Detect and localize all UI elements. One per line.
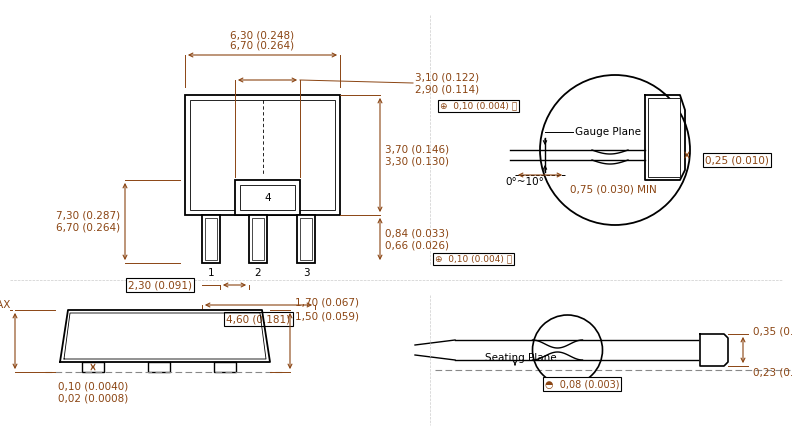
Text: 0,23 (0.009): 0,23 (0.009) xyxy=(753,367,792,377)
Bar xyxy=(205,218,217,260)
Text: 3,70 (0.146): 3,70 (0.146) xyxy=(385,144,449,154)
Text: 3,10 (0.122): 3,10 (0.122) xyxy=(415,72,479,82)
Text: 6,70 (0.264): 6,70 (0.264) xyxy=(230,40,295,50)
Text: 0,02 (0.0008): 0,02 (0.0008) xyxy=(58,393,128,403)
Bar xyxy=(185,95,340,215)
Polygon shape xyxy=(60,310,270,362)
Bar xyxy=(82,362,104,372)
Text: 2,30 (0.091): 2,30 (0.091) xyxy=(128,280,192,290)
Text: 0,66 (0.026): 0,66 (0.026) xyxy=(385,240,449,250)
Text: ⊕  0,10 (0.004) Ⓜ: ⊕ 0,10 (0.004) Ⓜ xyxy=(440,102,517,110)
Text: 6,30 (0.248): 6,30 (0.248) xyxy=(230,30,295,40)
Text: 1,70 (0.067): 1,70 (0.067) xyxy=(295,297,359,307)
Text: 7,30 (0.287): 7,30 (0.287) xyxy=(56,211,120,221)
Text: 6,70 (0.264): 6,70 (0.264) xyxy=(56,222,120,232)
Bar xyxy=(648,98,680,177)
Text: 0,75 (0.030) MIN: 0,75 (0.030) MIN xyxy=(570,184,657,194)
Text: 3,30 (0.130): 3,30 (0.130) xyxy=(385,156,449,166)
Text: 4: 4 xyxy=(265,193,271,202)
Bar xyxy=(252,218,264,260)
Text: Seating Plane: Seating Plane xyxy=(485,353,557,363)
Bar xyxy=(148,362,170,372)
Bar xyxy=(214,362,236,372)
Bar xyxy=(235,180,300,215)
Text: 0°~10°: 0°~10° xyxy=(505,177,544,187)
Text: 2,90 (0.114): 2,90 (0.114) xyxy=(415,85,479,95)
Text: 2: 2 xyxy=(255,268,261,278)
Text: 0,25 (0.010): 0,25 (0.010) xyxy=(705,155,769,165)
Text: Gauge Plane: Gauge Plane xyxy=(575,127,641,137)
Text: 0,10 (0.0040): 0,10 (0.0040) xyxy=(58,381,128,391)
Bar xyxy=(249,215,267,263)
Text: 4,60 (0.181): 4,60 (0.181) xyxy=(227,314,291,324)
Bar xyxy=(240,185,295,210)
Text: 0,84 (0.033): 0,84 (0.033) xyxy=(385,228,449,238)
Bar xyxy=(190,100,335,210)
Text: ⊕  0,10 (0.004) Ⓜ: ⊕ 0,10 (0.004) Ⓜ xyxy=(435,255,512,263)
Text: 0,35 (0.014): 0,35 (0.014) xyxy=(753,326,792,336)
Text: 1: 1 xyxy=(208,268,215,278)
Text: 1,80 (0.071) MAX: 1,80 (0.071) MAX xyxy=(0,299,10,309)
Bar xyxy=(297,215,315,263)
Polygon shape xyxy=(700,334,728,366)
Bar xyxy=(300,218,312,260)
Text: 3: 3 xyxy=(303,268,310,278)
Bar xyxy=(202,215,220,263)
Text: 1,50 (0.059): 1,50 (0.059) xyxy=(295,311,359,321)
Text: ◓  0,08 (0.003): ◓ 0,08 (0.003) xyxy=(545,379,619,389)
